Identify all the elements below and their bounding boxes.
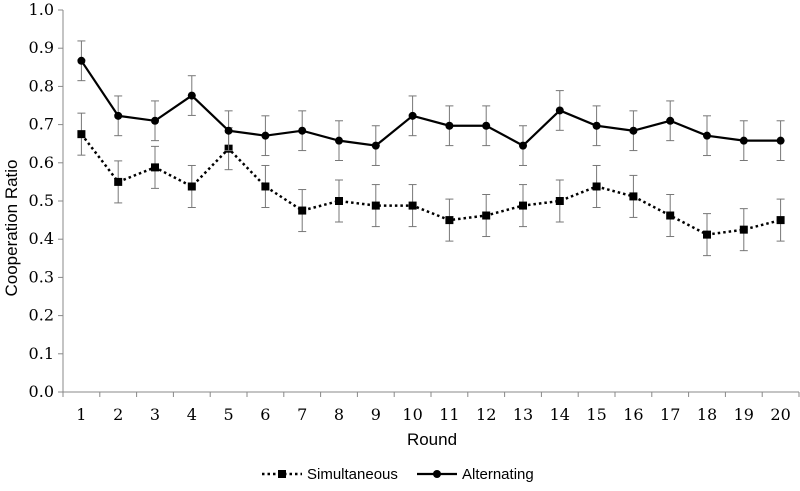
data-point-square xyxy=(77,130,86,139)
x-tick-label: 5 xyxy=(224,405,234,424)
y-tick-label: 0.3 xyxy=(29,267,54,286)
data-point-circle xyxy=(187,91,196,100)
x-axis-title: Round xyxy=(407,430,457,449)
data-point-square xyxy=(703,230,711,239)
y-tick-label: 0.4 xyxy=(29,229,54,248)
data-point-square xyxy=(187,182,196,191)
x-tick-label: 1 xyxy=(76,405,86,424)
data-point-circle xyxy=(371,141,380,150)
y-tick-label: 0.1 xyxy=(29,344,54,363)
legend-marker-circle xyxy=(433,470,441,478)
y-tick-label: 0.6 xyxy=(29,153,54,172)
data-point-square xyxy=(629,192,638,201)
x-tick-label: 7 xyxy=(297,405,307,424)
data-point-square xyxy=(776,216,785,225)
series-line xyxy=(80,133,781,236)
data-point-square xyxy=(445,216,454,225)
x-tick-label: 15 xyxy=(586,405,606,424)
legend-item-simultaneous: Simultaneous xyxy=(262,466,398,483)
data-point-circle xyxy=(261,131,270,140)
series-alternating xyxy=(77,40,785,166)
y-tick-label: 0.5 xyxy=(29,191,54,210)
data-point-circle xyxy=(703,131,711,140)
x-tick-label: 12 xyxy=(476,405,496,424)
data-point-square xyxy=(482,211,491,220)
legend-marker-square xyxy=(278,470,286,478)
data-point-square xyxy=(298,206,307,215)
data-point-square xyxy=(666,211,675,220)
data-point-circle xyxy=(592,121,601,130)
data-point-square xyxy=(408,201,417,210)
y-tick-label: 0.2 xyxy=(29,306,54,325)
data-point-circle xyxy=(114,111,123,120)
y-tick-label: 0.8 xyxy=(29,76,54,95)
x-tick-label: 4 xyxy=(187,405,197,424)
data-point-square xyxy=(371,201,380,210)
data-point-circle xyxy=(519,141,527,150)
data-point-circle xyxy=(224,126,233,135)
data-point-circle xyxy=(335,136,343,145)
y-tick-label: 0.9 xyxy=(29,38,54,57)
legend: Simultaneous Alternating xyxy=(262,466,534,483)
data-point-circle xyxy=(739,136,748,145)
y-tick-label: 1.0 xyxy=(29,0,54,19)
x-tick-label: 11 xyxy=(439,405,459,424)
data-point-circle xyxy=(408,111,417,120)
legend-label: Simultaneous xyxy=(307,466,398,483)
data-point-square xyxy=(592,182,601,191)
x-tick-label: 9 xyxy=(371,405,381,424)
data-point-square xyxy=(335,197,343,205)
data-point-circle xyxy=(151,116,159,125)
x-tick-label: 20 xyxy=(770,405,790,424)
data-point-square xyxy=(739,225,748,234)
data-point-circle xyxy=(77,56,86,65)
legend-item-alternating: Alternating xyxy=(417,466,534,483)
x-tick-label: 6 xyxy=(260,405,270,424)
x-tick-label: 10 xyxy=(402,405,422,424)
axes xyxy=(62,10,799,393)
data-point-square xyxy=(519,201,527,210)
series-simultaneous xyxy=(77,112,785,257)
x-tick-label: 18 xyxy=(697,405,717,424)
legend-label: Alternating xyxy=(462,466,534,483)
series-layer xyxy=(77,40,785,257)
x-axis-ticks: 1 2 3 4 5 6 7 8 9 10 11 12 13 14 15 16 17 18 19 20 xyxy=(62,392,800,424)
data-point-circle xyxy=(555,106,564,115)
data-point-circle xyxy=(666,116,675,125)
y-tick-label: 0.7 xyxy=(29,115,54,134)
data-point-square xyxy=(151,163,159,172)
x-tick-label: 3 xyxy=(150,405,160,424)
x-tick-label: 17 xyxy=(660,405,680,424)
y-axis-title: Cooperation Ratio xyxy=(2,159,21,296)
x-tick-label: 2 xyxy=(113,405,123,424)
series-line xyxy=(80,60,781,147)
data-point-circle xyxy=(482,121,491,130)
data-point-circle xyxy=(298,126,307,135)
y-tick-label: 0.0 xyxy=(29,382,54,401)
x-tick-label: 8 xyxy=(334,405,344,424)
data-point-circle xyxy=(445,121,454,130)
x-tick-label: 14 xyxy=(550,405,570,424)
data-point-circle xyxy=(629,126,638,135)
y-axis-ticks: 0.0 0.1 0.2 0.3 0.4 0.5 0.6 0.7 0.8 0.9 1.0 xyxy=(29,0,63,401)
x-tick-label: 13 xyxy=(513,405,533,424)
data-point-square xyxy=(114,177,123,186)
data-point-circle xyxy=(776,136,785,145)
x-tick-label: 16 xyxy=(623,405,643,424)
data-point-square xyxy=(555,197,564,205)
data-point-square xyxy=(261,182,270,191)
x-tick-label: 19 xyxy=(734,405,754,424)
